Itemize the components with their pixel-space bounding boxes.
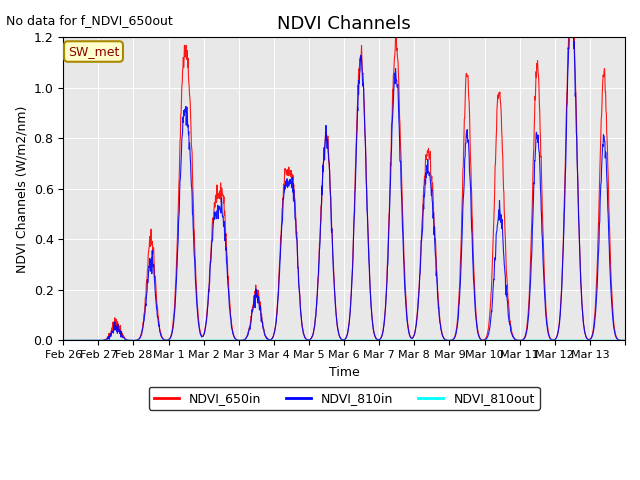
- Text: SW_met: SW_met: [68, 45, 119, 58]
- Y-axis label: NDVI Channels (W/m2/nm): NDVI Channels (W/m2/nm): [15, 105, 28, 273]
- Title: NDVI Channels: NDVI Channels: [277, 15, 411, 33]
- Text: No data for f_NDVI_650out: No data for f_NDVI_650out: [6, 14, 173, 27]
- X-axis label: Time: Time: [329, 366, 360, 379]
- Legend: NDVI_650in, NDVI_810in, NDVI_810out: NDVI_650in, NDVI_810in, NDVI_810out: [148, 387, 540, 410]
